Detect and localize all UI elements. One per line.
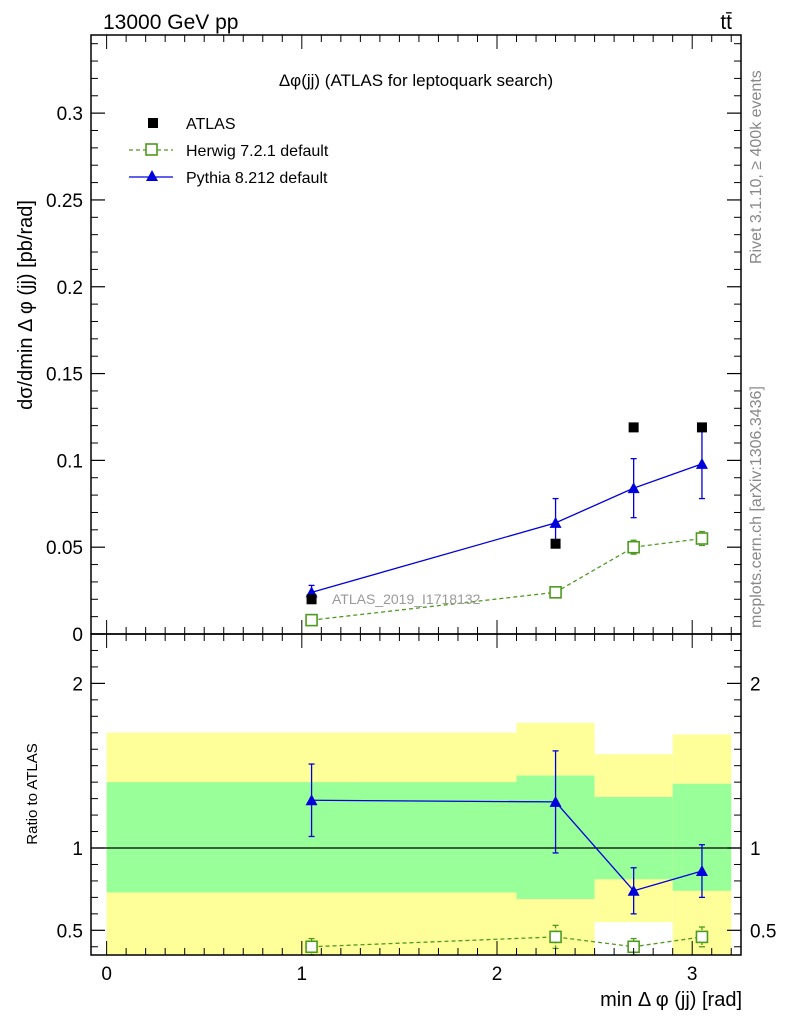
main-y-axis-label: dσ/dmin Δ φ (jj) [pb/rad] [15, 200, 37, 410]
ratio-y-tick-label: 2 [750, 674, 761, 695]
data-point [695, 930, 709, 944]
data-point [550, 538, 561, 549]
data-point [627, 482, 640, 494]
data-point [305, 794, 318, 806]
ratio-y-tick-label: 0.5 [57, 921, 83, 942]
ratio-x-tick-label: 2 [492, 964, 503, 985]
plot-title: Δφ(jj) (ATLAS for leptoquark search) [279, 71, 553, 90]
x-axis-label: min Δ φ (jj) [rad] [600, 989, 742, 1011]
main-y-tick-label: 0.3 [57, 104, 83, 125]
ratio-panel: 0.5 0.5 1 1 2 2 0 1 2 3 Ratio to ATLAS min Δ φ (j… [24, 633, 776, 1011]
ratio-band-inner [594, 796, 673, 880]
data-point [305, 613, 318, 627]
mcplots-label: mcplots.cern.ch [arXiv:1306.3436] [748, 386, 765, 628]
legend-entry-pythia: Pythia 8.212 default [129, 170, 328, 187]
rivet-label: Rivet 3.1.10, ≥ 400k events [748, 70, 765, 264]
ratio-ticks: 0.5 0.5 1 1 2 2 0 1 2 3 [57, 634, 776, 985]
data-point [627, 884, 640, 896]
ratio-y-tick-label: 0.5 [750, 921, 776, 942]
legend-entry-atlas: ATLAS [148, 116, 236, 133]
main-y-tick-label: 0.05 [46, 538, 83, 559]
ratio-y-tick-label: 1 [750, 839, 761, 860]
main-y-tick-label: 0.1 [57, 451, 83, 472]
data-point [695, 865, 708, 877]
series-line [311, 463, 703, 593]
data-point [549, 586, 562, 599]
main-plot-area [305, 422, 709, 627]
main-ticks: 0 0.05 0.1 0.15 0.2 0.25 0.3 [46, 35, 741, 646]
legend-atlas-marker [148, 118, 158, 128]
data-point [305, 940, 318, 954]
ratio-x-tick-label: 3 [687, 964, 698, 985]
data-point [549, 930, 562, 944]
main-y-tick-label: 0.2 [57, 278, 83, 299]
main-y-tick-label: 0.25 [46, 191, 83, 212]
series-line [311, 799, 703, 892]
data-point [627, 540, 640, 554]
ratio-plot-area [91, 722, 741, 956]
ratio-x-tick-label: 0 [101, 964, 112, 985]
data-point [549, 516, 562, 528]
energy-label: 13000 GeV pp [103, 11, 238, 34]
main-y-tick-label: 0 [72, 625, 83, 646]
main-y-tick-label: 0.15 [46, 365, 83, 386]
main-panel: 0 0.05 0.1 0.15 0.2 0.25 0.3 Δφ(jj) (ATLAS for… [15, 34, 742, 646]
legend: ATLAS Herwig 7.2.1 default Pythia 8.212 … [129, 116, 329, 187]
legend-atlas-label: ATLAS [186, 116, 236, 133]
data-point [628, 422, 639, 433]
legend-pythia-marker [146, 170, 158, 181]
ratio-y-tick-label: 1 [72, 839, 83, 860]
data-point [695, 532, 709, 545]
ratio-y-axis-label: Ratio to ATLAS [24, 743, 41, 844]
data-point [306, 594, 317, 605]
legend-entry-herwig: Herwig 7.2.1 default [129, 143, 329, 160]
legend-pythia-label: Pythia 8.212 default [186, 170, 328, 187]
ratio-frame [90, 633, 742, 956]
data-point [695, 457, 708, 469]
process-label: tt̄ [720, 11, 732, 34]
legend-herwig-marker [145, 143, 158, 156]
watermark: ATLAS_2019_I1718132 [332, 591, 481, 607]
data-point [549, 795, 562, 807]
legend-herwig-label: Herwig 7.2.1 default [186, 143, 329, 160]
series-line [311, 936, 703, 948]
ratio-y-tick-label: 2 [72, 674, 83, 695]
data-point [696, 422, 707, 433]
series-line [311, 537, 703, 621]
ratio-x-tick-label: 1 [297, 964, 308, 985]
